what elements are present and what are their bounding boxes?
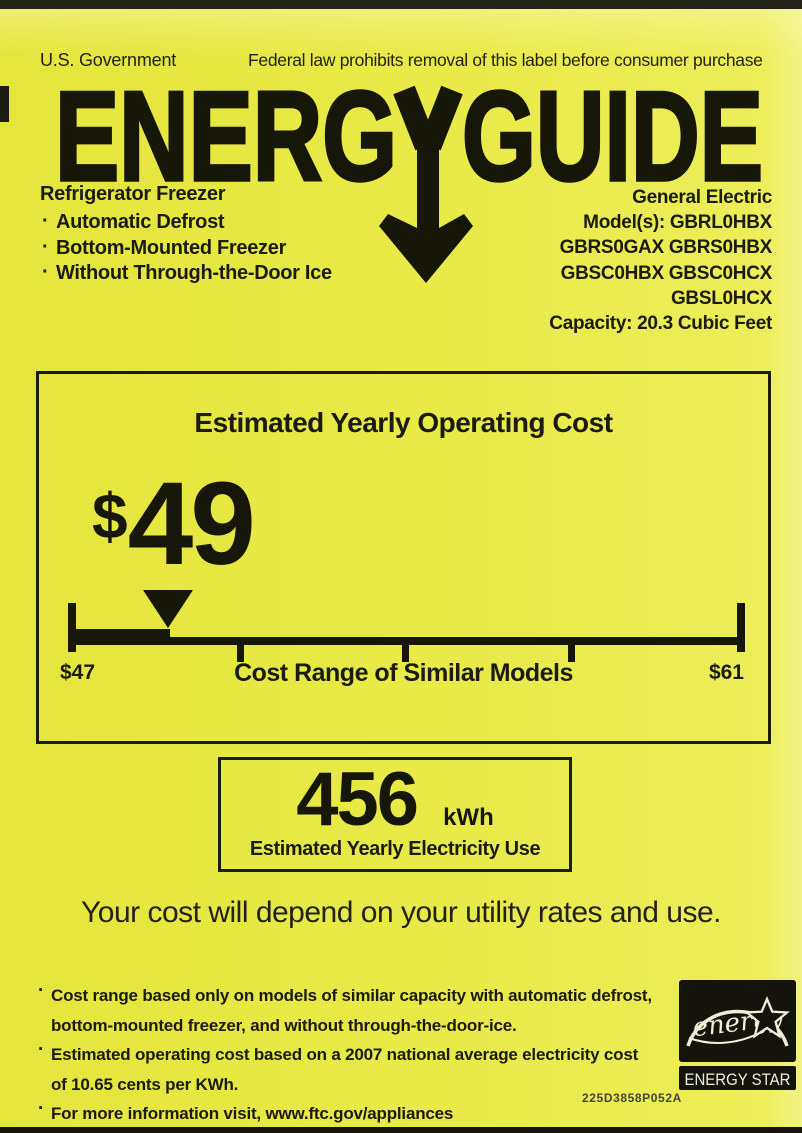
electricity-use-box: 456 kWh Estimated Yearly Electricity Use [218,757,572,872]
operating-cost-box: Estimated Yearly Operating Cost $49 Cost… [36,371,771,744]
kwh-unit: kWh [443,804,494,831]
footnote-line: bottom-mounted freezer, and without thro… [51,1015,517,1035]
scale-min-label: $47 [60,661,96,684]
part-number: 225D3858P052A [582,1091,682,1105]
cost-amount: 49 [127,458,256,590]
footnote-item: Cost range based only on models of simil… [38,980,698,1040]
down-arrow-icon [379,85,473,283]
energy-star-logo: energy ENERGY STAR [679,980,796,1090]
cost-marker-icon [143,590,193,628]
footnote-line: For more information visit, www.ftc.gov/… [51,1104,454,1123]
cost-scale-line [68,637,745,645]
scale-max-label: $61 [708,661,744,684]
footnote-item: Estimated operating cost based on a 2007… [38,1039,698,1099]
electricity-use-caption: Estimated Yearly Electricity Use [249,838,541,860]
legal-notice-text: Federal law prohibits removal of this la… [248,50,763,70]
scale-mid-tick [237,645,244,662]
energyguide-masthead: ENERG GUIDE [53,80,765,283]
scale-end-tick-right [737,603,745,652]
manufacturer-info: General Electric Model(s): GBRL0HBX GBRS… [549,185,772,336]
scan-edge-top [0,0,802,9]
agency-text: U.S. Government [40,50,177,70]
footnote-item: For more information visit, www.ftc.gov/… [38,1098,698,1129]
cost-box-title: Estimated Yearly Operating Cost [194,407,613,438]
energy-star-star-icon [743,996,791,1039]
model-line: GBRS0GAX GBRS0HBX [559,237,773,259]
model-line: GBSL0HCX [670,287,772,309]
yearly-cost-value: $49 [92,465,256,583]
appliance-info: Refrigerator Freezer Automatic Defrost B… [40,183,332,287]
currency-symbol: $ [92,480,128,552]
scale-mid-tick [568,645,575,662]
scale-end-tick-left [68,603,76,652]
kwh-value: 456 [296,757,419,842]
scale-axis-label: Cost Range of Similar Models [234,659,573,687]
scale-mid-tick [402,645,409,662]
scan-edge-bottom [0,1127,802,1133]
footnote-line: Cost range based only on models of simil… [51,986,652,1005]
manufacturer-name: General Electric [632,187,772,208]
appliance-type: Refrigerator Freezer [40,183,226,205]
model-line: GBSC0HBX GBSC0HCX [560,262,773,284]
feature-item: Bottom-Mounted Freezer [40,235,332,262]
feature-item: Automatic Defrost [40,209,332,236]
feature-item: Without Through-the-Door Ice [40,260,332,287]
scan-artifact [0,86,9,122]
appliance-feature-list: Automatic Defrost Bottom-Mounted Freezer… [40,209,332,287]
masthead-energ-text: ENERG [55,80,397,207]
energy-star-wordmark: ENERGY STAR [685,1070,791,1089]
masthead-guide-text: GUIDE [462,80,763,207]
energy-star-dome [686,1009,789,1047]
model-line: Model(s): GBRL0HBX [583,212,772,234]
capacity-line: Capacity: 20.3 Cubic Feet [549,313,772,335]
electricity-use-value-row: 456 kWh [221,762,569,838]
footnote-line: of 10.65 cents per KWh. [51,1074,239,1094]
footnote-line: Estimated operating cost based on a 2007… [51,1045,639,1064]
footnotes: Cost range based only on models of simil… [38,980,698,1129]
utility-rates-disclaimer: Your cost will depend on your utility ra… [81,896,721,929]
